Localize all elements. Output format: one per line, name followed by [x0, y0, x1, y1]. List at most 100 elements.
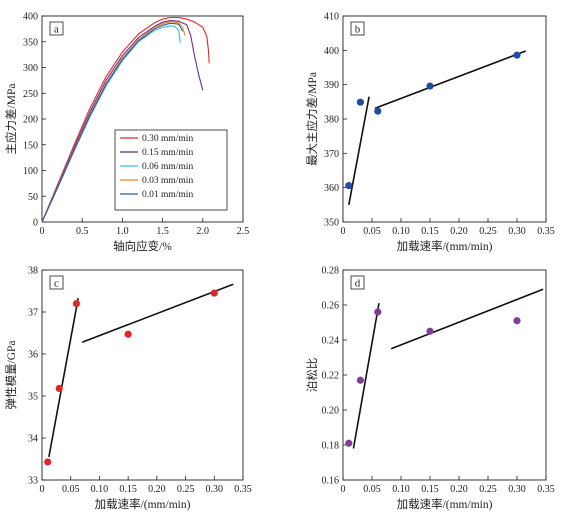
y-tick-label: 350	[324, 218, 339, 229]
y-tick-label: 370	[324, 149, 339, 160]
data-point	[345, 439, 353, 447]
y-tick-label: 0	[33, 218, 38, 229]
legend-label: 0.30 mm/min	[142, 134, 193, 144]
x-tick-label: 0.20	[450, 484, 468, 495]
series-line	[41, 22, 184, 223]
x-tick-label: 0.15	[421, 226, 439, 237]
data-point	[44, 458, 52, 466]
legend-box	[114, 129, 228, 211]
x-tick-label: 2.0	[197, 226, 210, 237]
x-tick-label: 0.5	[76, 226, 89, 237]
panel-a: 0 0.5 1.0 1.5 2.0 2.5 0 50 100 150 200 250 300 350 400…	[4, 12, 249, 254]
y-axis-title: 最大主应力差/MPa	[305, 72, 319, 166]
y-tick-label: 250	[23, 89, 38, 100]
data-point	[426, 327, 434, 335]
y-tick-label: 350	[23, 37, 38, 48]
y-tick-label: 100	[23, 166, 38, 177]
x-axis-title: 加载速率/(mm/min)	[397, 239, 493, 253]
y-tick-label: 36	[28, 350, 38, 361]
y-axis-title: 泊松比	[305, 358, 319, 393]
data-point	[55, 384, 63, 393]
fit-line	[352, 303, 380, 449]
fit-line	[348, 96, 370, 205]
y-tick-label: 0.26	[322, 301, 340, 312]
y-tick-label: 0.20	[322, 406, 340, 417]
fit-line	[48, 297, 79, 458]
x-tick-label: 0.10	[91, 484, 109, 495]
plot-frame	[41, 269, 244, 481]
panel-label-box	[49, 21, 64, 36]
fit-line	[81, 283, 234, 343]
y-tick-label: 360	[324, 183, 339, 194]
y-tick-label: 390	[324, 80, 339, 91]
y-tick-label: 0.28	[322, 266, 340, 277]
panel-label: d	[355, 278, 361, 290]
x-axis-title: 轴向应变/%	[113, 239, 172, 253]
x-tick-label: 0.05	[363, 484, 381, 495]
series-line	[41, 20, 204, 223]
x-tick-label: 1.5	[156, 226, 169, 237]
panel-label: c	[54, 278, 59, 290]
y-tick-label: 410	[324, 12, 339, 23]
y-tick-label: 0.22	[322, 371, 340, 382]
x-tick-label: 0.20	[450, 226, 468, 237]
x-tick-label: 0.25	[479, 226, 497, 237]
legend-label: 0.01 mm/min	[142, 190, 193, 200]
x-tick-label: 0.20	[148, 484, 166, 495]
x-tick-label: 0.05	[62, 484, 80, 495]
y-tick-label: 400	[23, 12, 38, 23]
y-tick-label: 400	[324, 46, 339, 57]
data-point	[426, 82, 434, 90]
y-tick-label: 0.18	[322, 441, 340, 452]
plot-frame	[342, 15, 547, 223]
x-tick-label: 0	[40, 484, 45, 495]
data-point	[356, 98, 364, 106]
x-tick-label: 0	[40, 226, 45, 237]
series-line	[41, 16, 210, 223]
y-tick-label: 33	[28, 476, 38, 487]
y-tick-label: 37	[28, 308, 38, 319]
data-point	[356, 376, 364, 384]
x-tick-label: 0.30	[508, 226, 526, 237]
panel-d: 0 0.05 0.10 0.15 0.20 0.25 0.30 0.35 0.16 0.18 0.2…	[305, 266, 555, 512]
data-point	[374, 107, 382, 115]
y-tick-label: 200	[23, 115, 38, 126]
legend-label: 0.15 mm/min	[142, 148, 193, 158]
y-tick-label: 150	[23, 140, 38, 151]
data-point	[374, 308, 382, 316]
panel-label-box	[49, 275, 64, 290]
legend-label: 0.03 mm/min	[142, 176, 193, 186]
panel-label: a	[54, 24, 59, 36]
x-tick-label: 0.15	[421, 484, 439, 495]
y-tick-label: 0.16	[322, 476, 340, 487]
y-tick-label: 38	[28, 266, 38, 277]
panel-label-box	[350, 21, 365, 36]
x-tick-label: 0.15	[119, 484, 137, 495]
x-tick-label: 0.10	[392, 226, 410, 237]
x-tick-label: 0.35	[234, 484, 252, 495]
data-point	[345, 182, 353, 190]
data-point	[513, 317, 521, 325]
y-tick-label: 50	[28, 192, 38, 203]
fit-line	[374, 50, 526, 110]
data-point	[513, 51, 521, 59]
x-tick-label: 0.25	[177, 484, 195, 495]
y-axis-title: 弹性模量/GPa	[4, 341, 18, 410]
fit-line	[390, 288, 544, 350]
y-tick-label: 35	[28, 392, 38, 403]
x-tick-label: 1.0	[116, 226, 129, 237]
x-tick-label: 0.30	[206, 484, 224, 495]
x-axis-title: 加载速率/(mm/min)	[95, 497, 191, 511]
y-tick-label: 300	[23, 63, 38, 74]
legend: 0.30 mm/min 0.15 mm/min 0.06 mm/min 0.03 mm…	[114, 129, 228, 211]
plot-frame	[342, 269, 547, 481]
panel-label-box	[350, 275, 365, 290]
x-tick-label: 0	[341, 226, 346, 237]
legend-label: 0.06 mm/min	[142, 162, 193, 172]
data-point	[72, 300, 81, 308]
x-tick-label: 0.25	[479, 484, 497, 495]
x-tick-label: 0	[341, 484, 346, 495]
y-axis-title: 主应力差/MPa	[4, 84, 18, 155]
x-tick-label: 0.35	[537, 484, 555, 495]
